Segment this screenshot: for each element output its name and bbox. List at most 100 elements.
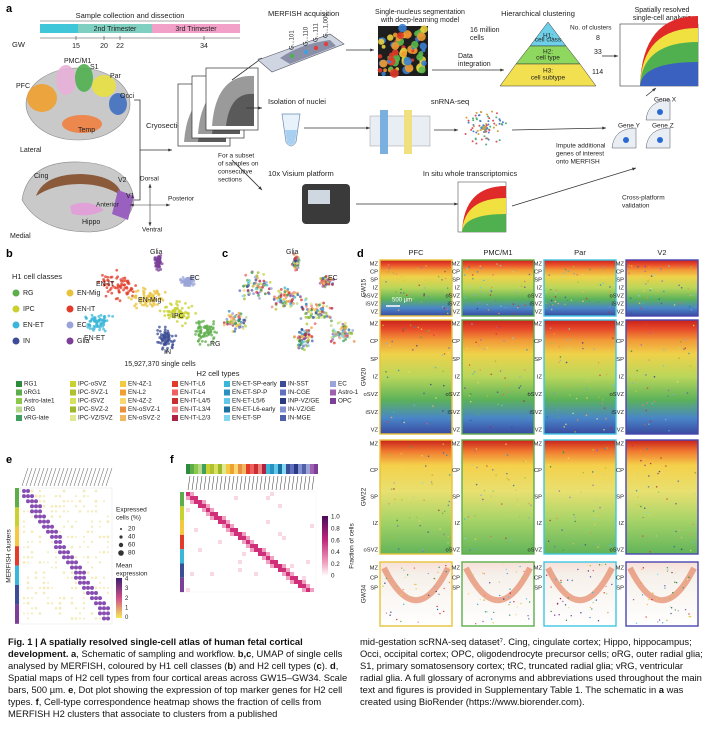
cell-dot bbox=[637, 503, 639, 506]
caption-text: , UMAP of single cells analysed by MERFI… bbox=[8, 648, 343, 671]
cell-dot bbox=[419, 524, 421, 527]
cell-dot bbox=[391, 340, 393, 343]
cell-dot bbox=[396, 519, 398, 522]
arrow-head bbox=[258, 186, 262, 190]
layer-label: MZ bbox=[370, 566, 379, 572]
cell-dot bbox=[667, 389, 670, 392]
cell-dot bbox=[396, 525, 399, 527]
cell-dot bbox=[400, 620, 402, 623]
caption-text: ) and H2 cell types ( bbox=[233, 660, 317, 671]
label-stub bbox=[211, 475, 215, 491]
umap-point bbox=[264, 280, 268, 284]
cell-dot bbox=[398, 278, 400, 281]
umap-dot bbox=[499, 119, 502, 122]
dot bbox=[99, 586, 101, 589]
cell-dot bbox=[429, 383, 432, 386]
umap-point bbox=[348, 336, 351, 340]
layer-label: SP bbox=[370, 357, 378, 363]
umap-point bbox=[262, 273, 266, 276]
cell-dot bbox=[388, 267, 391, 270]
cell-blob bbox=[381, 71, 386, 76]
umap-point bbox=[324, 311, 328, 315]
heat-cell bbox=[254, 572, 258, 576]
cell-dot bbox=[577, 281, 579, 283]
umap-point bbox=[350, 332, 354, 336]
dot bbox=[75, 520, 77, 523]
dot bbox=[50, 529, 54, 534]
umap-point bbox=[152, 294, 155, 298]
layer-label: CP bbox=[452, 270, 460, 276]
cell-dot bbox=[641, 594, 644, 596]
cell-dot bbox=[650, 287, 652, 290]
heat-cell bbox=[290, 564, 294, 568]
umap-point bbox=[297, 343, 301, 347]
legend-label: EN-oSVZ-2 bbox=[128, 415, 161, 422]
gene-label-stub bbox=[25, 467, 33, 487]
cell-dot bbox=[441, 276, 443, 278]
umap-point bbox=[331, 283, 334, 286]
legend-swatch bbox=[172, 381, 178, 387]
label: H2: bbox=[543, 49, 553, 56]
heat-cell bbox=[194, 528, 198, 532]
umap-point bbox=[352, 339, 356, 343]
cell-dot bbox=[476, 603, 479, 606]
umap-point bbox=[265, 283, 269, 287]
umap-point bbox=[307, 338, 310, 342]
label-stub bbox=[235, 475, 239, 491]
umap-point bbox=[105, 319, 109, 323]
layer-label: IZ bbox=[619, 286, 625, 292]
cell-dot bbox=[680, 286, 683, 289]
umap-point bbox=[343, 330, 347, 334]
heat-cell bbox=[254, 548, 258, 552]
type-bar bbox=[206, 464, 210, 474]
cell-dot bbox=[564, 604, 567, 606]
layer-label: VZ bbox=[617, 428, 625, 434]
legend-swatch bbox=[70, 381, 76, 387]
cell-dot bbox=[607, 611, 609, 614]
label-stub bbox=[267, 475, 271, 491]
label: 114 bbox=[592, 69, 603, 76]
umap-point bbox=[199, 335, 203, 339]
cell-dot bbox=[489, 290, 492, 293]
umap-point bbox=[148, 302, 152, 306]
cell-dot bbox=[464, 387, 466, 389]
layer-label: MZ bbox=[370, 442, 379, 448]
caption-text: b,c bbox=[237, 648, 252, 659]
cell-blob bbox=[392, 32, 398, 38]
label: Cryosection bbox=[146, 121, 186, 130]
label: cell type bbox=[536, 55, 560, 62]
legend-swatch bbox=[172, 398, 178, 404]
cell-dot bbox=[444, 290, 446, 293]
cell-dot bbox=[445, 564, 447, 567]
umap-point bbox=[200, 339, 204, 343]
cell-blob bbox=[411, 40, 419, 49]
brain-v1 bbox=[112, 190, 134, 220]
dot bbox=[50, 510, 54, 513]
umap-dot bbox=[495, 124, 498, 127]
umap-point bbox=[256, 284, 260, 288]
type-bar bbox=[194, 464, 198, 474]
cell-dot bbox=[678, 346, 681, 349]
umap-point bbox=[322, 282, 326, 285]
cell-dot bbox=[496, 326, 498, 329]
dot bbox=[38, 504, 42, 509]
cell-dot bbox=[476, 271, 479, 273]
umap-point bbox=[199, 331, 203, 335]
dot bbox=[62, 510, 66, 513]
gene-label-stub bbox=[69, 467, 77, 487]
label: cells bbox=[470, 35, 485, 42]
dot bbox=[30, 489, 34, 493]
dot bbox=[38, 612, 42, 615]
cell-dot bbox=[630, 311, 632, 314]
legend-label: EN-ET-L6-early bbox=[232, 406, 276, 413]
dot bbox=[90, 540, 94, 544]
umap-point bbox=[163, 290, 167, 294]
cell-dot bbox=[496, 263, 498, 265]
umap-point bbox=[248, 279, 251, 282]
umap-dot bbox=[474, 114, 477, 117]
umap-point bbox=[187, 315, 190, 319]
umap-point bbox=[184, 302, 187, 305]
cell-dot bbox=[400, 593, 402, 596]
cell-dot bbox=[554, 292, 557, 294]
cell-dot bbox=[491, 469, 494, 471]
